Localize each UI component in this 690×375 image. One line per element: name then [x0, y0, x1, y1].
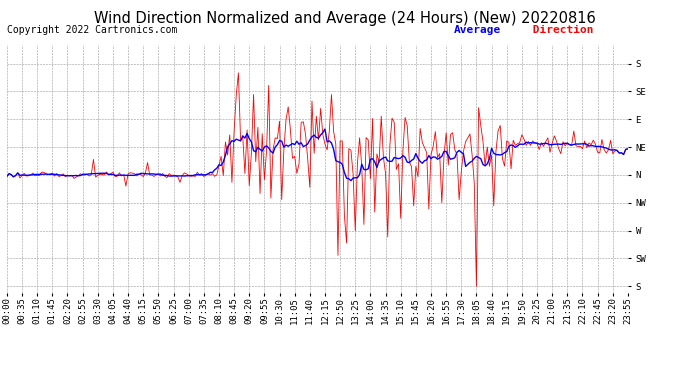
Text: Copyright 2022 Cartronics.com: Copyright 2022 Cartronics.com — [7, 25, 177, 35]
Text: Wind Direction Normalized and Average (24 Hours) (New) 20220816: Wind Direction Normalized and Average (2… — [94, 11, 596, 26]
Text: Direction: Direction — [526, 25, 593, 35]
Text: Average: Average — [454, 25, 501, 35]
